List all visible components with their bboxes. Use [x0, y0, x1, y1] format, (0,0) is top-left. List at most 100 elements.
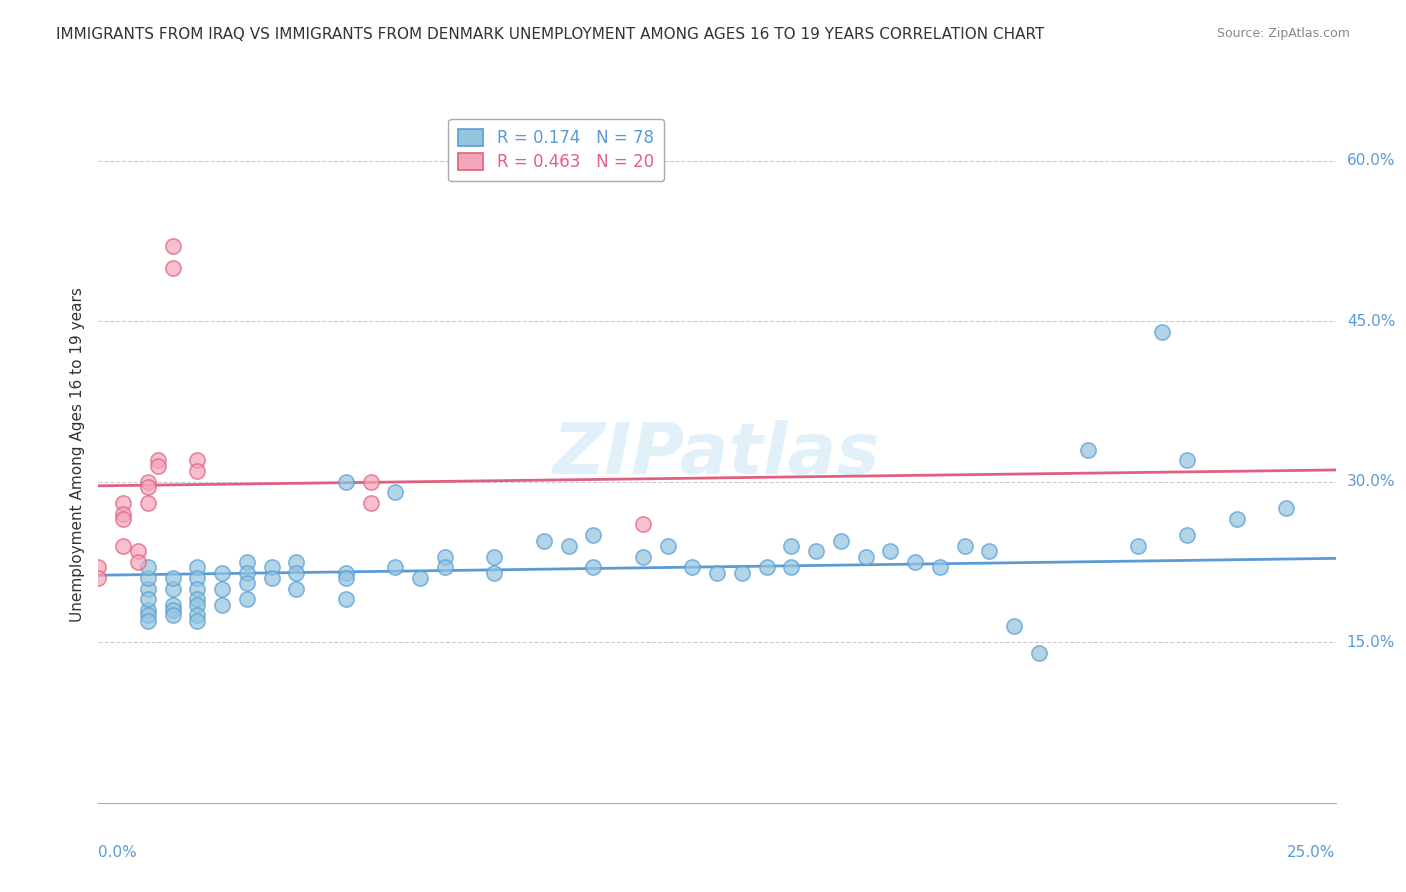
Immigrants from Iraq	[285, 582, 308, 596]
Immigrants from Iraq	[433, 549, 456, 564]
Immigrants from Iraq	[1175, 528, 1198, 542]
Immigrants from Iraq	[186, 582, 208, 596]
Immigrants from Iraq	[162, 608, 184, 623]
Immigrants from Denmark	[136, 496, 159, 510]
Immigrants from Iraq	[1077, 442, 1099, 457]
Immigrants from Iraq	[582, 528, 605, 542]
Text: ZIPatlas: ZIPatlas	[554, 420, 880, 490]
Immigrants from Iraq	[681, 560, 703, 574]
Immigrants from Iraq	[136, 560, 159, 574]
Immigrants from Iraq	[1028, 646, 1050, 660]
Immigrants from Denmark	[112, 512, 135, 526]
Immigrants from Denmark	[112, 539, 135, 553]
Immigrants from Iraq	[855, 549, 877, 564]
Text: 45.0%: 45.0%	[1347, 314, 1395, 328]
Immigrants from Denmark	[186, 453, 208, 467]
Immigrants from Denmark	[186, 464, 208, 478]
Immigrants from Denmark	[112, 496, 135, 510]
Immigrants from Iraq	[162, 603, 184, 617]
Immigrants from Denmark	[631, 517, 654, 532]
Immigrants from Iraq	[484, 566, 506, 580]
Immigrants from Denmark	[136, 480, 159, 494]
Immigrants from Denmark	[87, 571, 110, 585]
Text: 0.0%: 0.0%	[98, 845, 138, 860]
Immigrants from Iraq	[755, 560, 778, 574]
Immigrants from Denmark	[162, 260, 184, 275]
Immigrants from Iraq	[162, 598, 184, 612]
Immigrants from Iraq	[211, 598, 233, 612]
Immigrants from Iraq	[804, 544, 827, 558]
Immigrants from Iraq	[557, 539, 579, 553]
Immigrants from Iraq	[384, 560, 406, 574]
Immigrants from Iraq	[1152, 325, 1174, 339]
Immigrants from Iraq	[335, 566, 357, 580]
Immigrants from Denmark	[360, 475, 382, 489]
Immigrants from Iraq	[582, 560, 605, 574]
Text: IMMIGRANTS FROM IRAQ VS IMMIGRANTS FROM DENMARK UNEMPLOYMENT AMONG AGES 16 TO 19: IMMIGRANTS FROM IRAQ VS IMMIGRANTS FROM …	[56, 27, 1045, 42]
Immigrants from Iraq	[409, 571, 432, 585]
Immigrants from Iraq	[335, 592, 357, 607]
Immigrants from Iraq	[211, 582, 233, 596]
Immigrants from Iraq	[136, 608, 159, 623]
Immigrants from Iraq	[211, 566, 233, 580]
Immigrants from Iraq	[285, 555, 308, 569]
Text: 60.0%: 60.0%	[1347, 153, 1395, 168]
Immigrants from Iraq	[1002, 619, 1025, 633]
Immigrants from Iraq	[260, 560, 283, 574]
Immigrants from Iraq	[384, 485, 406, 500]
Immigrants from Iraq	[186, 614, 208, 628]
Legend: R = 0.174   N = 78, R = 0.463   N = 20: R = 0.174 N = 78, R = 0.463 N = 20	[449, 119, 664, 181]
Immigrants from Iraq	[1126, 539, 1149, 553]
Immigrants from Iraq	[830, 533, 852, 548]
Immigrants from Iraq	[162, 582, 184, 596]
Text: 25.0%: 25.0%	[1288, 845, 1336, 860]
Immigrants from Iraq	[186, 592, 208, 607]
Immigrants from Denmark	[112, 507, 135, 521]
Immigrants from Iraq	[731, 566, 754, 580]
Immigrants from Iraq	[186, 571, 208, 585]
Immigrants from Iraq	[657, 539, 679, 553]
Immigrants from Iraq	[186, 598, 208, 612]
Immigrants from Iraq	[136, 571, 159, 585]
Immigrants from Iraq	[631, 549, 654, 564]
Immigrants from Iraq	[879, 544, 901, 558]
Immigrants from Denmark	[162, 239, 184, 253]
Immigrants from Iraq	[1226, 512, 1249, 526]
Immigrants from Iraq	[904, 555, 927, 569]
Immigrants from Iraq	[236, 555, 259, 569]
Text: 30.0%: 30.0%	[1347, 475, 1395, 489]
Immigrants from Iraq	[1275, 501, 1298, 516]
Immigrants from Denmark	[136, 475, 159, 489]
Immigrants from Iraq	[433, 560, 456, 574]
Immigrants from Iraq	[335, 475, 357, 489]
Immigrants from Denmark	[127, 544, 149, 558]
Immigrants from Iraq	[285, 566, 308, 580]
Immigrants from Denmark	[87, 560, 110, 574]
Immigrants from Iraq	[162, 571, 184, 585]
Immigrants from Iraq	[1175, 453, 1198, 467]
Immigrants from Iraq	[979, 544, 1001, 558]
Immigrants from Iraq	[953, 539, 976, 553]
Text: Source: ZipAtlas.com: Source: ZipAtlas.com	[1216, 27, 1350, 40]
Immigrants from Iraq	[780, 560, 803, 574]
Immigrants from Denmark	[127, 555, 149, 569]
Immigrants from Iraq	[186, 608, 208, 623]
Immigrants from Iraq	[780, 539, 803, 553]
Immigrants from Iraq	[136, 614, 159, 628]
Immigrants from Denmark	[360, 496, 382, 510]
Immigrants from Iraq	[260, 571, 283, 585]
Immigrants from Iraq	[335, 571, 357, 585]
Y-axis label: Unemployment Among Ages 16 to 19 years: Unemployment Among Ages 16 to 19 years	[69, 287, 84, 623]
Immigrants from Iraq	[136, 582, 159, 596]
Immigrants from Iraq	[236, 566, 259, 580]
Immigrants from Iraq	[484, 549, 506, 564]
Immigrants from Iraq	[928, 560, 950, 574]
Immigrants from Iraq	[136, 603, 159, 617]
Immigrants from Iraq	[236, 576, 259, 591]
Immigrants from Iraq	[236, 592, 259, 607]
Immigrants from Denmark	[146, 453, 169, 467]
Immigrants from Iraq	[186, 560, 208, 574]
Immigrants from Iraq	[706, 566, 728, 580]
Text: 15.0%: 15.0%	[1347, 635, 1395, 649]
Immigrants from Denmark	[146, 458, 169, 473]
